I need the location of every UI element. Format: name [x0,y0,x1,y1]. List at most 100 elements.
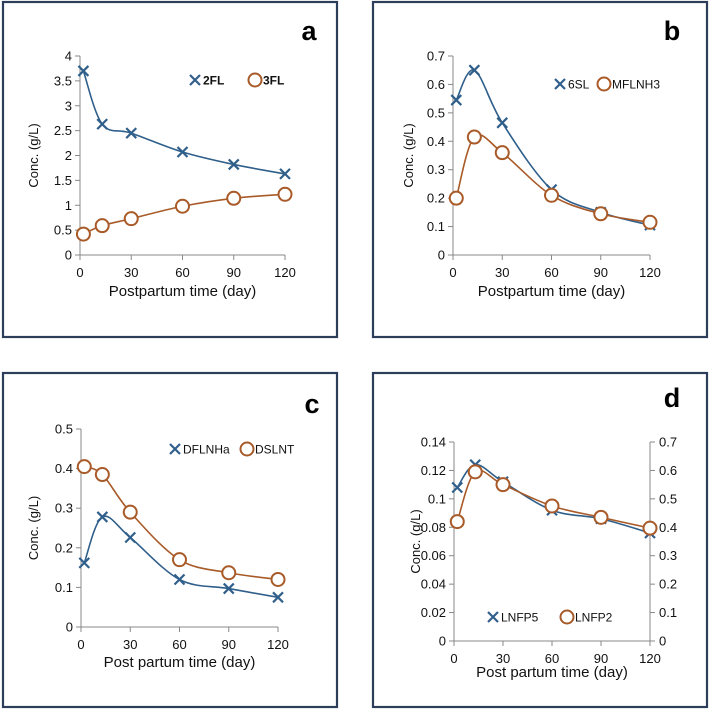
legend-marker-LNFP2 [559,609,575,625]
panel-a: a 0 0.5 1 1.5 2 2.5 3 3.5 4 0 30 60 90 120 Postpartum t… [1,0,339,339]
data-point-x-marker [176,146,189,158]
x-tick-label: 120 [639,651,661,666]
y2-tick-label: 0.7 [659,435,677,450]
x-tick-label: 90 [222,637,236,652]
x-tick-label: 60 [544,265,558,280]
y-tick-label: 0.7 [427,49,445,64]
legend-marker-DSLNT [239,441,255,457]
x-tick-label: 30 [123,637,137,652]
y-tick-label: 0.12 [421,463,446,478]
y-tick-label: 1 [65,198,72,213]
data-point-circle-marker [175,198,190,214]
data-point-circle-marker [544,187,559,203]
legend-marker-2FL [189,74,201,86]
x-axis-title: Post partum time (day) [476,664,628,681]
x-tick-label: 90 [594,651,608,666]
data-point-x-marker [468,64,481,76]
x-axis-title: Postpartum time (day) [478,283,626,300]
y-tick-label: 0.6 [427,77,445,92]
legend-marker-LNFP5 [487,611,499,623]
legend-label: LNFP2 [575,611,613,625]
y-axis-title: Conc. (g/L) [26,496,41,560]
x-axis-title: Post partum time (day) [104,654,256,671]
x-tick-label: 60 [175,265,189,280]
y-tick-label: 0.3 [427,162,445,177]
x-tick-label: 60 [545,651,559,666]
legend-label: DFLNHa [183,443,230,457]
data-point-x-marker [227,158,240,171]
panel-frame [1,371,339,709]
y-tick-label: 0.5 [55,422,73,437]
panel-frame [371,0,709,339]
y2-tick-label: 0.1 [659,605,677,620]
legend-label: 6SL [568,78,590,92]
y-tick-label: 0.04 [421,577,446,592]
y-tick-label: 0.1 [55,580,73,595]
x-tick-label: 30 [496,651,510,666]
y-tick-label: 2 [65,148,72,163]
y-tick-label: 0 [66,620,73,635]
y-tick-label: 0 [438,248,445,263]
y2-tick-label: 0.6 [659,463,677,478]
y-tick-label: 3.5 [54,73,72,88]
y-tick-label: 0.5 [427,105,445,120]
x-tick-label: 30 [495,265,509,280]
data-point-circle-marker [494,145,510,161]
y2-tick-label: 0.4 [659,520,677,535]
legend-marker-DFLNHa [169,443,181,455]
y-tick-label: 2.5 [54,123,72,138]
y-tick-label: 0.1 [428,491,446,506]
data-point-circle-marker [172,552,187,568]
y-axis-title: Conc. (g/L) [26,123,41,187]
data-point-circle-marker [544,498,560,514]
y-tick-label: 0.06 [421,548,446,563]
series-2FL [77,65,291,180]
y-tick-label: 0.08 [421,520,446,535]
panel-frame [371,371,709,709]
panel-c: c 0 0.1 0.2 0.3 0.4 0.5 0 30 60 90 120 Post partum t… [1,371,339,709]
panel-letter: b [664,16,681,46]
data-point-x-marker [124,531,137,544]
y-tick-label: 0.02 [421,605,446,620]
x-tick-label: 0 [77,637,84,652]
data-point-circle-marker [642,520,658,536]
data-point-circle-marker [449,514,465,530]
y2-tick-label: 0.5 [659,491,677,506]
y-tick-label: 0.1 [427,219,445,234]
legend-marker-3FL [247,72,263,88]
data-point-x-marker [173,573,186,586]
data-point-x-marker [96,511,109,523]
data-point-circle-marker [593,509,609,525]
legend-marker-MFLNH3 [596,76,612,92]
y-tick-label: 1.5 [54,173,72,188]
data-point-circle-marker [94,467,110,483]
y-tick-label: 4 [65,49,72,64]
y-axis-title: Conc. (g/L) [401,123,416,187]
data-point-x-marker [125,127,138,139]
data-point-x-marker [451,481,464,494]
x-tick-label: 30 [124,265,138,280]
panel-b: b 0 0.1 0.2 0.3 0.4 0.5 0.6 0.7 0 30 60 90 120 Postpar… [371,0,709,339]
data-point-x-marker [496,117,509,129]
y-tick-label: 3 [65,98,72,113]
y2-tick-label: 0 [659,634,666,649]
panel-letter: d [664,383,681,413]
series-LNFP2 [449,464,658,536]
series-DFLNHa [78,511,284,604]
data-point-circle-marker [642,214,658,230]
series-DSLNT [76,459,286,587]
y2-tick-label: 0.2 [659,577,677,592]
x-tick-label: 0 [76,265,83,280]
y-tick-label: 0 [65,248,72,263]
x-tick-label: 0 [450,651,457,666]
x-tick-label: 120 [267,637,289,652]
y-tick-label: 0.2 [55,540,73,555]
y-tick-label: 0.2 [427,191,445,206]
x-tick-label: 120 [274,265,296,280]
x-tick-label: 0 [449,265,456,280]
data-point-circle-marker [448,190,464,206]
data-point-x-marker [77,65,90,77]
legend-label: LNFP5 [501,611,539,625]
data-point-circle-marker [76,459,92,475]
x-tick-label: 60 [172,637,186,652]
